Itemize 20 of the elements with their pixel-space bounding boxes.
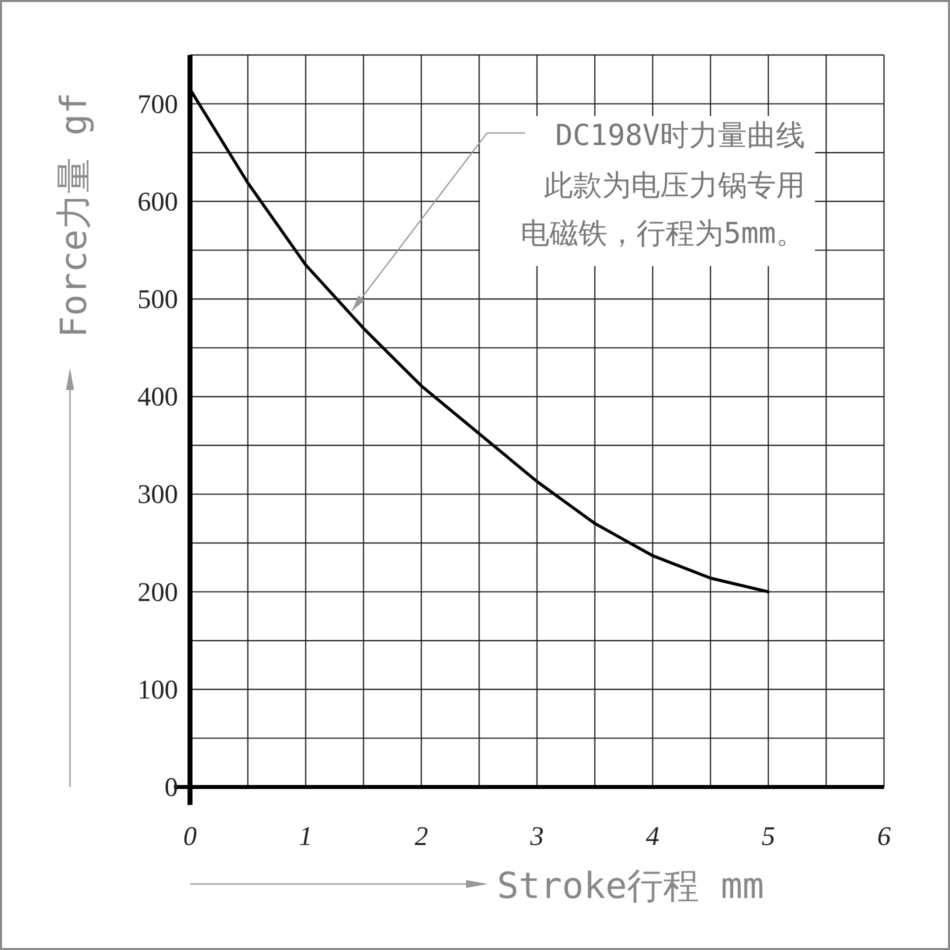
y-tick-label: 700 [138, 88, 178, 119]
x-tick-label: 2 [414, 821, 428, 851]
annotation: 此款为电压力锅专用电磁铁，行程为5mm。 [520, 168, 805, 250]
y-tick-label: 500 [138, 284, 178, 314]
x-tick-label: 4 [646, 821, 660, 851]
annotation: DC198V时力量曲线 [555, 118, 805, 152]
x-tick-label: 1 [298, 821, 312, 851]
annotation: DC198V时力量曲线 此款为电压力锅专用电磁铁，行程为5mm。 [480, 116, 815, 266]
x-tick-label: 5 [762, 821, 776, 851]
y-tick-label: 200 [138, 576, 178, 607]
y-tick-label: 400 [138, 382, 178, 412]
x-tick-label: 3 [529, 821, 544, 851]
y-tick-label: 600 [138, 186, 178, 216]
y-tick-label: 0 [164, 772, 178, 802]
x-tick-label: 6 [877, 821, 892, 851]
y-tick-label: 300 [138, 479, 178, 510]
y-axis-title: Force力量 gf [54, 92, 95, 338]
x-tick-label: 0 [183, 821, 198, 851]
y-tick-label: 100 [138, 674, 178, 704]
x-axis-title: Stroke行程 mm [497, 866, 764, 907]
